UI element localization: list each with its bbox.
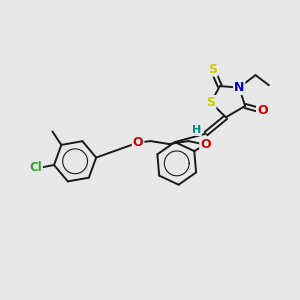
Text: S: S <box>208 63 217 76</box>
Text: H: H <box>192 125 201 135</box>
Text: Cl: Cl <box>29 161 42 174</box>
Text: O: O <box>133 136 143 149</box>
Text: O: O <box>257 104 268 117</box>
Text: O: O <box>200 138 211 151</box>
Text: N: N <box>234 81 244 94</box>
Text: S: S <box>206 96 215 109</box>
